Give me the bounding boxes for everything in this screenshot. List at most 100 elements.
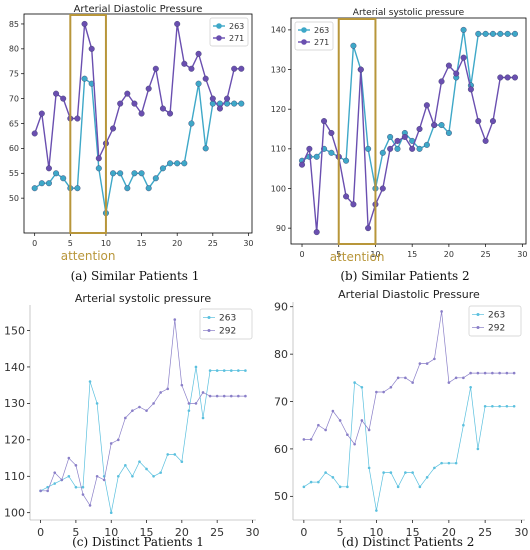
legend-swatch-marker	[301, 27, 307, 33]
series-line	[301, 29, 515, 189]
data-point	[159, 105, 166, 112]
data-point	[45, 165, 52, 172]
data-point	[46, 485, 49, 489]
data-point	[423, 141, 430, 148]
data-point	[387, 133, 394, 140]
data-point	[328, 129, 335, 136]
data-point	[324, 428, 327, 432]
x-tick-label: 5	[337, 526, 344, 539]
data-point	[317, 480, 320, 484]
data-point	[425, 476, 429, 479]
data-point	[482, 30, 489, 37]
y-tick-label: 140	[4, 361, 25, 374]
data-point	[145, 185, 152, 192]
data-point	[244, 369, 247, 372]
data-point	[110, 125, 117, 132]
legend-label: 271	[314, 38, 329, 47]
data-point	[338, 419, 342, 422]
data-point	[447, 381, 451, 384]
data-point	[60, 175, 67, 182]
data-point	[491, 404, 494, 408]
legend-swatch-marker	[476, 326, 480, 329]
legend-swatch-marker	[207, 316, 211, 319]
data-point	[74, 115, 81, 122]
series-line	[40, 319, 246, 507]
data-point	[475, 30, 482, 37]
x-tick-label: 20	[444, 250, 454, 259]
legend-label: 292	[219, 327, 236, 337]
chart-panel-3: Arterial systolic pressure 0 5 10 15 20 25 30 10…	[4, 292, 259, 549]
series-263	[39, 365, 247, 515]
data-point	[88, 380, 92, 383]
data-point	[67, 474, 71, 478]
data-point	[389, 386, 393, 389]
data-point	[159, 165, 166, 172]
data-point	[504, 74, 511, 81]
x-tick-label: 0	[32, 239, 37, 248]
data-point	[353, 442, 356, 446]
data-point	[346, 485, 349, 489]
data-point	[45, 180, 52, 187]
legend-box	[199, 308, 253, 340]
data-point	[306, 145, 313, 152]
data-point	[39, 489, 42, 493]
data-point	[357, 66, 364, 73]
y-tick-label: 130	[4, 397, 25, 410]
data-point	[229, 394, 233, 398]
data-point	[462, 376, 465, 380]
data-point	[124, 90, 131, 97]
legend-swatch-marker	[476, 313, 480, 316]
data-point	[445, 129, 452, 136]
data-point	[302, 438, 306, 441]
data-point	[131, 100, 138, 107]
data-point	[483, 404, 487, 408]
data-point	[313, 153, 320, 160]
y-tick-label: 130	[271, 65, 286, 74]
data-point	[375, 390, 378, 394]
x-tick-label: 15	[406, 526, 420, 539]
data-point	[353, 381, 356, 384]
x-tick-label: 30	[243, 239, 253, 248]
data-point	[382, 390, 385, 394]
data-point	[237, 369, 240, 372]
data-point	[440, 461, 443, 465]
data-point	[396, 376, 400, 380]
data-point	[483, 371, 487, 375]
data-point	[194, 402, 198, 405]
data-point	[231, 65, 238, 72]
data-point	[209, 95, 216, 102]
data-point	[489, 118, 496, 125]
chart-title: Arterial systolic pressure	[353, 8, 465, 18]
data-point	[208, 394, 212, 398]
data-point	[387, 145, 394, 152]
x-tick-label: 15	[407, 250, 417, 259]
data-point	[152, 474, 155, 478]
data-point	[367, 428, 371, 432]
data-point	[447, 461, 451, 465]
data-point	[88, 504, 92, 507]
data-point	[38, 110, 45, 117]
data-point	[505, 371, 509, 375]
x-tick-label: 10	[370, 250, 380, 259]
data-point	[469, 371, 472, 375]
legend-label: 263	[229, 22, 244, 31]
data-point	[145, 85, 152, 92]
chart-title: Arterial systolic pressure	[75, 292, 211, 305]
data-point	[74, 485, 78, 489]
data-point	[131, 474, 134, 478]
data-point	[309, 438, 313, 441]
attention-box	[337, 18, 377, 245]
data-point	[396, 485, 400, 489]
data-point	[360, 386, 364, 389]
data-point	[394, 137, 401, 144]
data-point	[152, 402, 155, 405]
data-point	[511, 74, 518, 81]
data-point	[445, 62, 452, 69]
data-point	[365, 225, 372, 232]
data-point	[152, 175, 159, 182]
data-point	[460, 26, 467, 33]
chart-panel-1: Arterial Diastolic Pressure 0 5 10 15 20 25 30 5…	[9, 4, 254, 283]
data-point	[491, 371, 494, 375]
